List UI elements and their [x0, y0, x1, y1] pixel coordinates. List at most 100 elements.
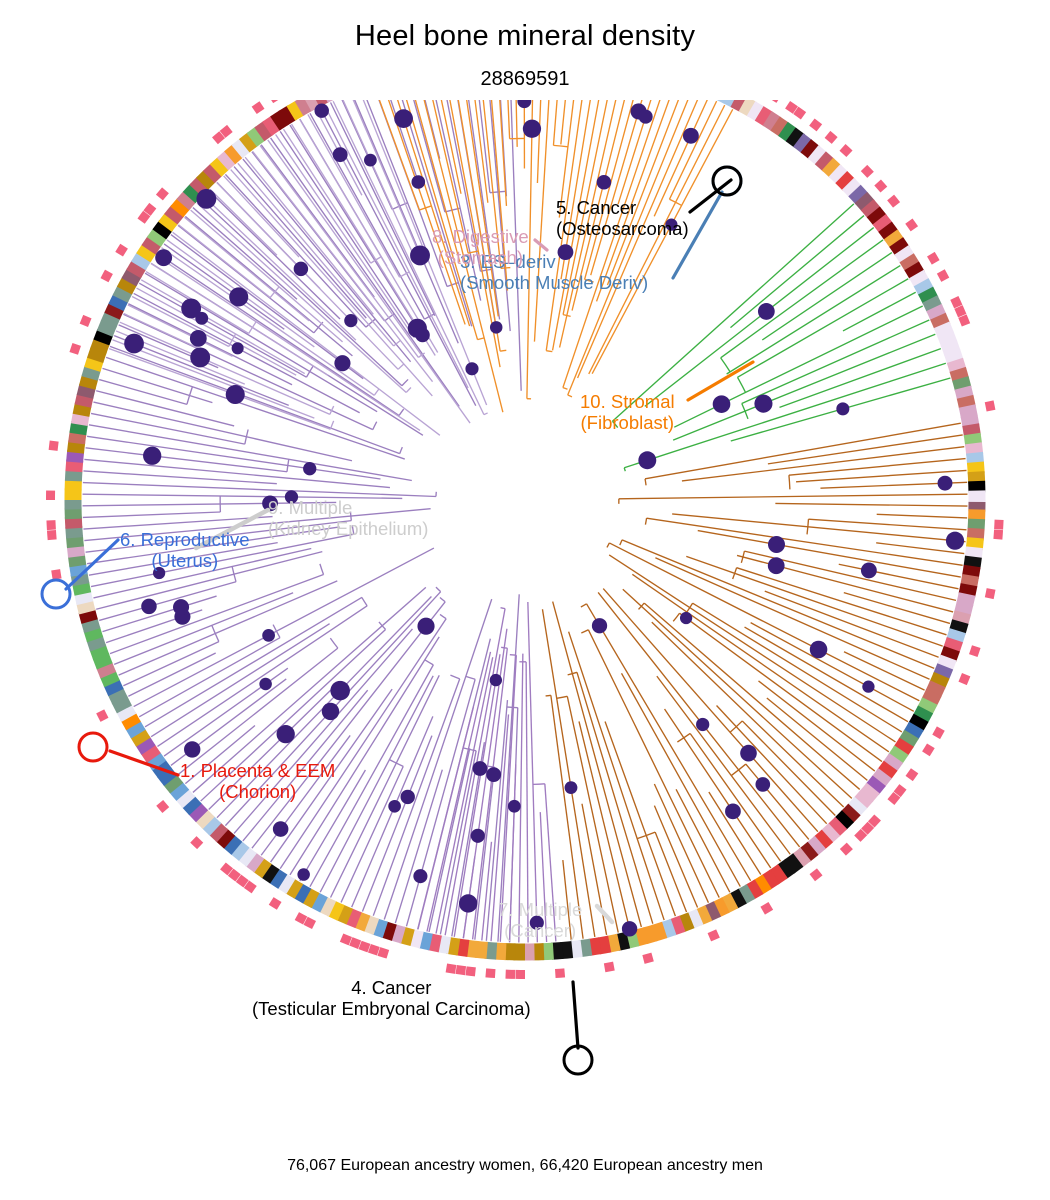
tree-branch	[497, 594, 520, 942]
tree-branch	[653, 805, 699, 908]
node-marker	[522, 119, 542, 138]
outer-tick	[984, 588, 996, 600]
ring-segment	[894, 245, 915, 264]
tree-branch	[88, 541, 278, 576]
annotation-highlight-1	[77, 731, 109, 763]
node-marker	[143, 446, 162, 465]
tree-branch	[102, 367, 213, 404]
tree-branch	[157, 252, 400, 417]
tree-branch	[233, 628, 413, 834]
ring-segment	[65, 525, 84, 539]
tree-branch	[155, 254, 421, 431]
tree-branch	[209, 188, 278, 256]
node-marker	[696, 717, 710, 732]
tree-branch	[423, 100, 504, 413]
ring-segment	[899, 253, 920, 272]
ring-segment	[865, 775, 886, 796]
node-marker	[472, 761, 488, 776]
tree-branch	[251, 601, 446, 849]
ring-segment	[66, 544, 85, 558]
tree-connector	[329, 405, 335, 415]
ring-segment	[152, 219, 173, 240]
tree-branch	[843, 651, 925, 691]
outer-tick	[137, 210, 151, 224]
node-marker	[276, 725, 295, 744]
tree-branch	[138, 637, 281, 718]
outer-tick	[839, 144, 853, 158]
ring-segment	[806, 835, 826, 857]
ring-segment	[305, 100, 322, 112]
tree-branch	[223, 175, 300, 258]
tree-branch	[651, 621, 845, 808]
outer-tick	[809, 868, 823, 882]
outer-tick	[771, 100, 779, 103]
outer-tick	[950, 296, 963, 309]
tree-branch	[90, 533, 354, 588]
ring-segment	[513, 943, 525, 961]
outer-tick	[243, 880, 257, 894]
tree-branch	[99, 378, 188, 406]
node-marker	[303, 462, 317, 476]
tree-branch	[655, 557, 930, 680]
ring-segment	[908, 713, 929, 732]
tree-branch	[109, 573, 324, 655]
tree-branch	[583, 100, 634, 280]
node-marker	[141, 598, 157, 615]
tree-branch	[560, 100, 591, 280]
ring-segment	[730, 100, 748, 113]
ring-segment	[859, 782, 880, 803]
ring-segment	[930, 312, 951, 330]
ring-segment	[262, 115, 282, 136]
node-marker	[557, 244, 574, 261]
tree-branch	[105, 356, 405, 460]
tree-branch	[673, 305, 924, 428]
tree-branch	[413, 100, 446, 213]
ring-segment	[909, 269, 930, 289]
tree-branch	[525, 661, 529, 943]
ring-segment	[967, 518, 986, 531]
ring-segment	[922, 295, 943, 313]
ring-segment	[120, 711, 141, 731]
tree-branch	[508, 764, 517, 943]
tree-branch	[424, 100, 441, 159]
node-marker	[293, 261, 309, 277]
tree-branch	[481, 841, 493, 941]
ring-segment	[888, 745, 909, 765]
outer-tick	[760, 902, 774, 915]
outer-tick	[339, 933, 352, 946]
tree-branch	[842, 291, 917, 332]
ring-segment	[141, 235, 162, 255]
node-marker	[284, 490, 299, 504]
tree-branch	[270, 137, 460, 407]
tree-branch	[352, 100, 422, 257]
tree-connector	[351, 525, 355, 535]
tree-branch	[405, 679, 476, 927]
circular-dendrogram	[40, 100, 1004, 1076]
outer-tick	[212, 131, 226, 145]
tree-branch	[767, 434, 963, 465]
ring-segment	[224, 143, 244, 165]
outer-tick	[349, 937, 362, 949]
tree-branch	[604, 721, 677, 917]
tree-branch	[82, 481, 437, 498]
tree-branch	[562, 100, 608, 315]
node-marker	[173, 599, 190, 616]
node-marker	[415, 327, 430, 343]
outer-tick	[793, 106, 807, 120]
outer-tick	[874, 179, 888, 193]
ring-segment	[833, 810, 855, 831]
tree-branch	[737, 278, 909, 378]
tree-branch	[93, 401, 353, 462]
ring-segment	[878, 221, 899, 241]
outer-tick	[809, 118, 823, 132]
tree-branch	[617, 100, 652, 205]
tree-branch	[576, 672, 654, 924]
outer-tick	[958, 673, 971, 686]
tree-branch	[172, 231, 441, 436]
ring-segment	[736, 884, 756, 905]
tree-branch	[608, 554, 896, 743]
ring-segment	[136, 243, 157, 263]
node-marker	[860, 562, 877, 579]
node-marker	[314, 103, 329, 118]
node-marker	[344, 314, 358, 328]
